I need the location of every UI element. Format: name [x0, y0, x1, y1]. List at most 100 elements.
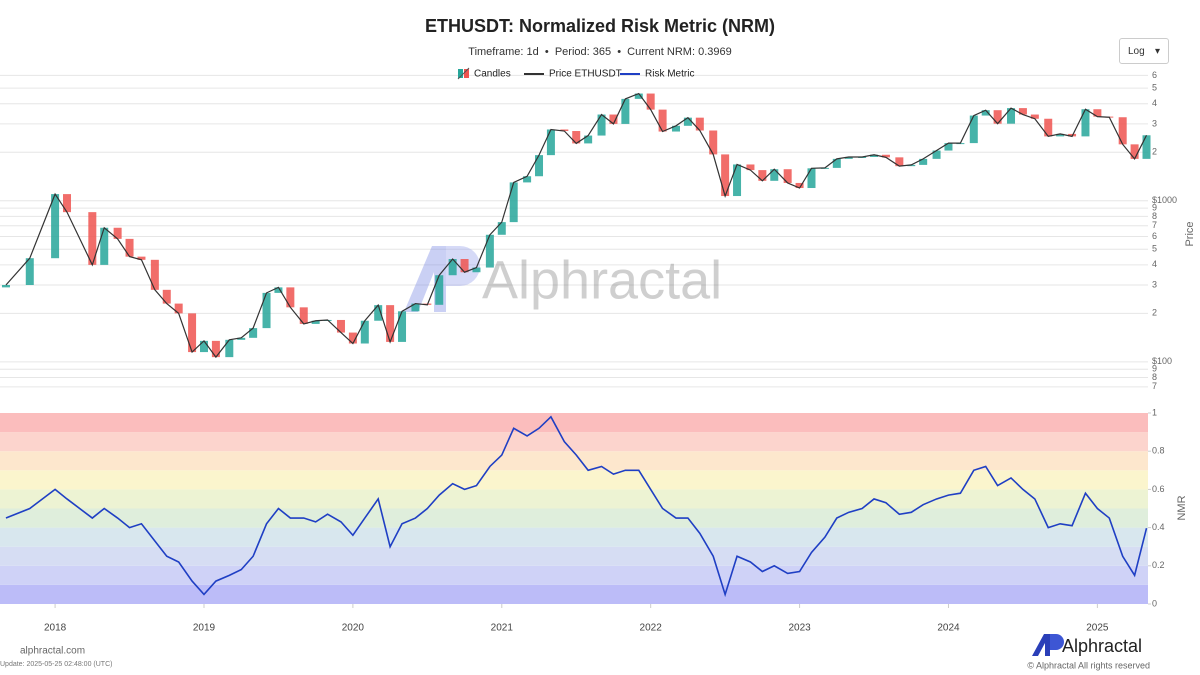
candle — [919, 158, 928, 165]
legend: Candles Price ETHUSDT Risk Metric — [457, 67, 694, 80]
candle — [411, 303, 420, 312]
candle — [1130, 144, 1139, 159]
risk-line — [5, 415, 1148, 598]
y-tick-label: 0.4 — [1152, 522, 1165, 532]
candle — [25, 258, 34, 286]
candle — [646, 93, 655, 110]
candle — [225, 339, 234, 358]
candle — [509, 182, 518, 223]
candle — [844, 156, 853, 159]
price-line — [5, 92, 1148, 359]
risk-band — [0, 413, 1148, 433]
candle — [634, 93, 643, 99]
y-tick-label: 6 — [1152, 70, 1157, 80]
candle — [374, 305, 383, 321]
risk-band — [0, 451, 1148, 471]
x-tick-label: 2019 — [193, 623, 216, 634]
candle — [274, 287, 283, 293]
candle — [1118, 117, 1127, 145]
candle — [174, 303, 183, 314]
plot-area: 789$10023456789$10002345600.20.40.60.812… — [1, 70, 1177, 634]
y-tick-label: 5 — [1152, 244, 1157, 254]
candle — [683, 117, 692, 126]
y-tick-label: 7 — [1152, 220, 1157, 230]
candle — [1018, 108, 1027, 115]
candle — [721, 154, 730, 197]
brand-logo-mark — [1032, 634, 1050, 656]
candle — [460, 259, 469, 273]
candle — [137, 256, 146, 260]
brand-logo-mark — [1050, 634, 1064, 650]
y-tick-label: 3 — [1152, 279, 1157, 289]
candle — [1142, 135, 1151, 159]
candle — [981, 110, 990, 116]
candle — [1, 285, 10, 288]
candle — [758, 170, 767, 181]
watermark-text: Alphractal — [482, 250, 722, 310]
x-tick-label: 2018 — [44, 623, 67, 634]
candle — [299, 307, 308, 324]
candle — [100, 227, 109, 265]
candle — [162, 289, 171, 304]
candle — [895, 157, 904, 167]
candle — [932, 150, 941, 159]
candle — [795, 182, 804, 189]
y-tick-label: $1000 — [1152, 195, 1177, 205]
candle — [386, 305, 395, 342]
scale-dropdown[interactable]: Log ▾ — [1119, 38, 1169, 64]
chart-title: ETHUSDT: Normalized Risk Metric (NRM) — [425, 16, 775, 36]
candle — [497, 222, 506, 235]
candle — [993, 110, 1002, 124]
candle — [881, 154, 890, 158]
legend-label[interactable]: Risk Metric — [645, 69, 694, 80]
candle — [472, 267, 481, 273]
y-tick-label: 6 — [1152, 231, 1157, 241]
candle — [572, 131, 581, 144]
candle — [485, 234, 494, 268]
candle — [1007, 108, 1016, 124]
x-tick-label: 2024 — [937, 623, 960, 634]
risk-band — [0, 546, 1148, 566]
candle — [398, 311, 407, 342]
candle — [944, 143, 953, 151]
background — [0, 74, 1148, 604]
candle — [199, 340, 208, 353]
candle — [262, 292, 271, 329]
risk-band — [0, 470, 1148, 490]
y-tick-label: 1 — [1152, 407, 1157, 417]
candle — [535, 155, 544, 177]
candle — [671, 125, 680, 132]
candle — [770, 169, 779, 181]
legend-label[interactable]: Price ETHUSDT — [549, 69, 622, 80]
candle — [1093, 109, 1102, 117]
candle — [907, 164, 916, 167]
candle — [188, 313, 197, 353]
candle — [546, 129, 555, 156]
risk-band — [0, 508, 1148, 528]
risk-band — [0, 489, 1148, 509]
legend-label[interactable]: Candles — [474, 69, 511, 80]
candle — [969, 115, 978, 144]
candle — [435, 275, 444, 305]
y-tick-label: 4 — [1152, 259, 1157, 269]
candle — [113, 227, 122, 239]
brand-logo: Alphractal — [1032, 634, 1142, 656]
y-tick-label: 8 — [1152, 372, 1157, 382]
candle — [63, 194, 72, 213]
y-axis-label: NMR — [1176, 495, 1188, 520]
y-tick-label: 3 — [1152, 118, 1157, 128]
y-tick-label: 7 — [1152, 381, 1157, 391]
candle — [709, 130, 718, 155]
legend-icon — [464, 69, 469, 78]
y-tick-label: 0.2 — [1152, 560, 1165, 570]
candle — [286, 287, 295, 308]
candle — [746, 164, 755, 171]
footer-site[interactable]: alphractal.com — [20, 646, 85, 657]
candle — [1044, 118, 1053, 137]
copyright: © Alphractal All rights reserved — [1027, 660, 1150, 670]
candle — [336, 319, 345, 333]
y-tick-label: 9 — [1152, 364, 1157, 374]
candle — [695, 117, 704, 131]
candle — [523, 176, 532, 183]
